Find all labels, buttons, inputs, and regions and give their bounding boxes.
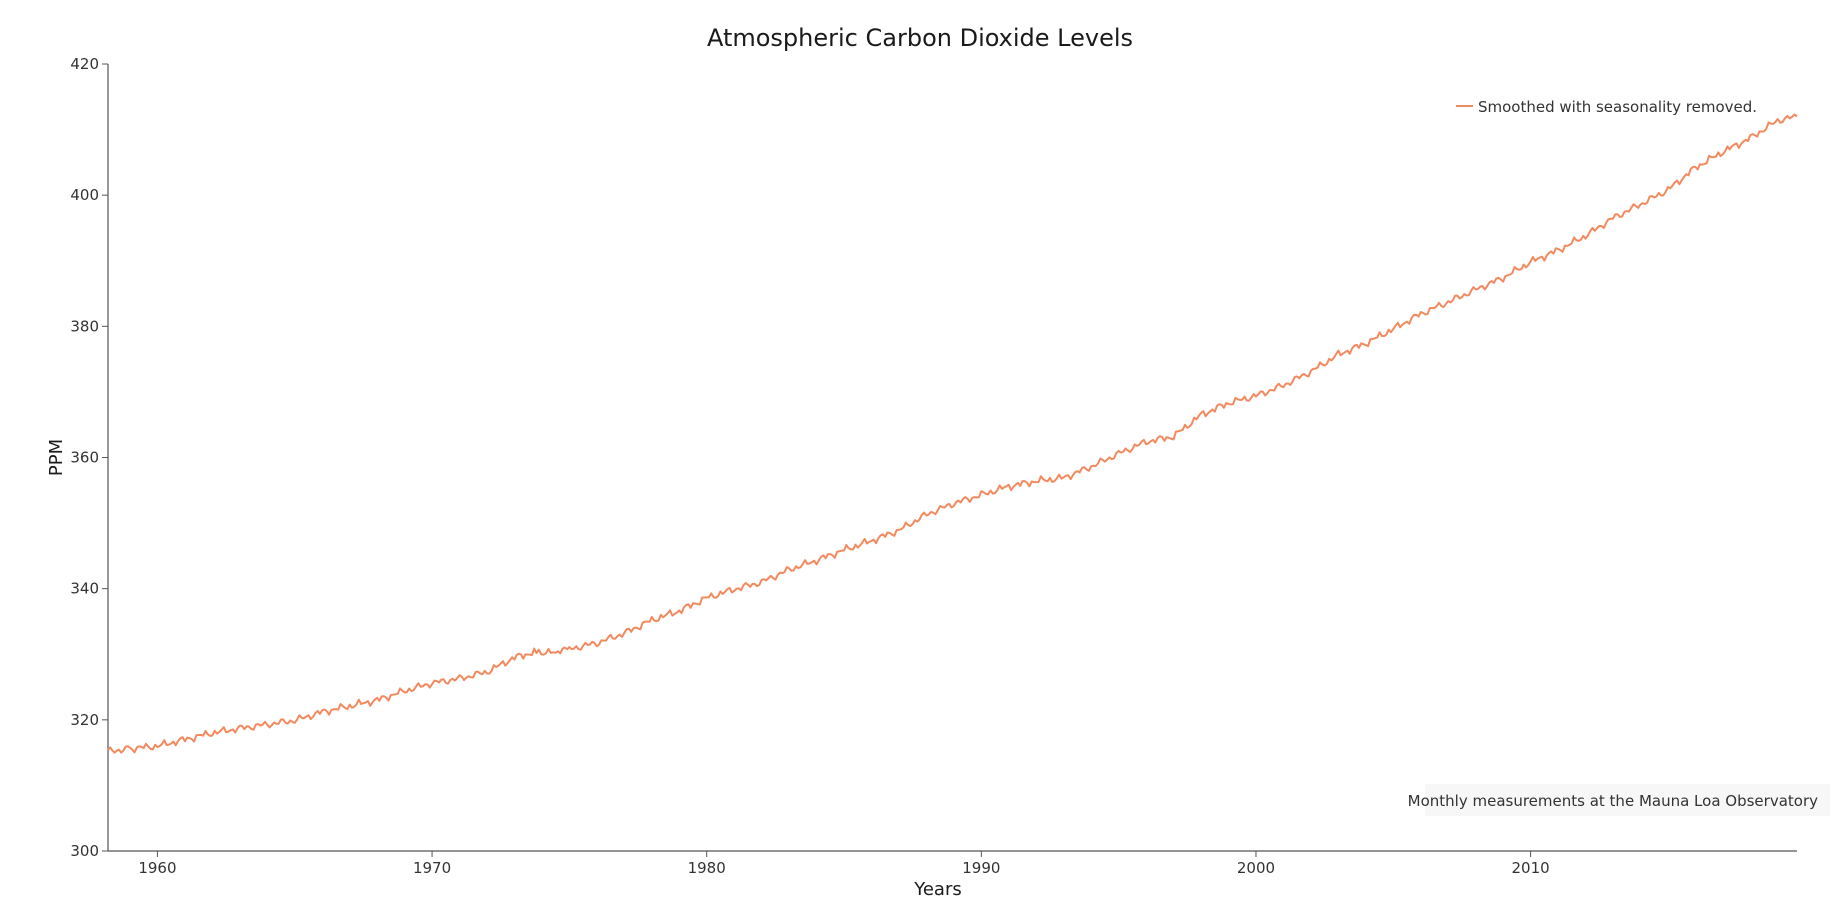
x-tick-label: 1980 — [688, 859, 726, 877]
series-layer — [107, 113, 1798, 754]
legend: Smoothed with seasonality removed. — [1456, 98, 1757, 116]
y-tick-label: 300 — [70, 842, 99, 860]
annotation-background — [1425, 784, 1830, 816]
y-tick-label: 360 — [70, 449, 99, 467]
x-axis: 1960 1970 1980 1990 2000 2010 — [108, 850, 1797, 877]
y-tick-label: 400 — [70, 186, 99, 204]
x-axis-label: Years — [913, 879, 962, 900]
series-line — [107, 113, 1798, 754]
chart-title: Atmospheric Carbon Dioxide Levels — [707, 24, 1133, 52]
legend-label: Smoothed with seasonality removed. — [1478, 98, 1757, 116]
annotation-box: Monthly measurements at the Mauna Loa Ob… — [1408, 784, 1830, 816]
y-axis-label: PPM — [46, 439, 67, 476]
x-tick-label: 2000 — [1237, 859, 1275, 877]
y-tick-label: 380 — [70, 317, 99, 335]
x-tick-label: 1990 — [962, 859, 1000, 877]
y-tick-label: 320 — [70, 711, 99, 729]
x-tick-label: 1960 — [138, 859, 176, 877]
x-tick-label: 1970 — [413, 859, 451, 877]
annotation-text: Monthly measurements at the Mauna Loa Ob… — [1408, 792, 1818, 810]
y-tick-label: 340 — [70, 580, 99, 598]
x-tick-label: 2010 — [1512, 859, 1550, 877]
y-tick-label: 420 — [70, 55, 99, 73]
y-axis: 300 320 340 360 380 400 420 — [70, 55, 109, 860]
